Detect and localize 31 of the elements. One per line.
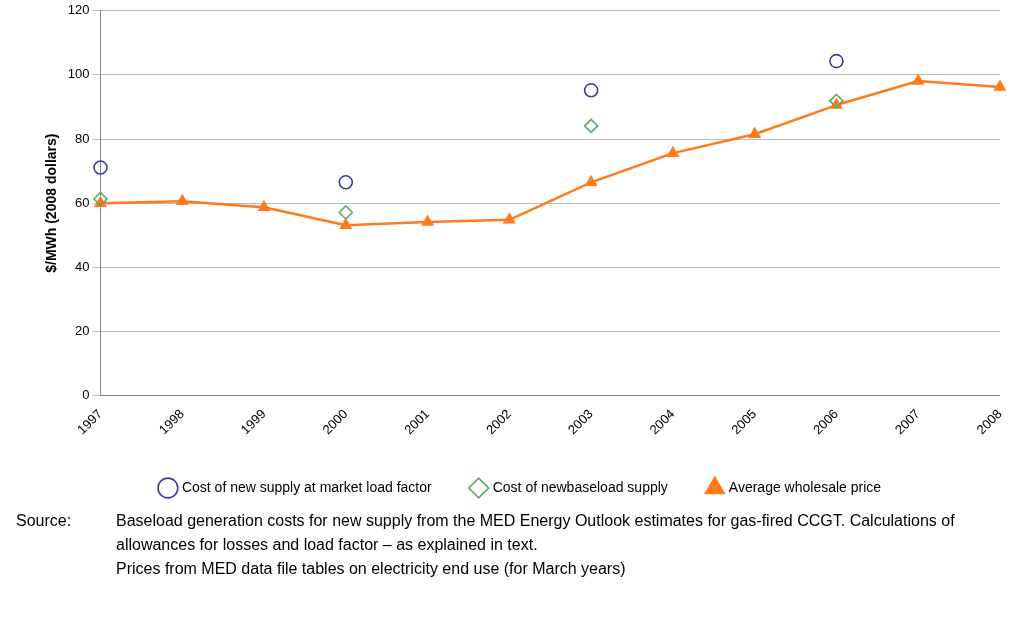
y-tick-label: 100 (67, 66, 90, 82)
point (258, 201, 270, 212)
y-tick-label: 20 (75, 322, 90, 338)
point (994, 80, 1006, 91)
point (503, 213, 515, 224)
legend-label: Average wholesale price (728, 478, 882, 495)
point (93, 160, 108, 175)
y-tick-label: 120 (67, 2, 90, 18)
point (340, 219, 352, 230)
point (421, 215, 434, 226)
y-axis-title: $/MWh (2008 dollars) (43, 133, 60, 273)
text: Prices from MED data file tables on electricity end use (for March years) (116, 559, 627, 579)
point (338, 205, 354, 220)
point (829, 53, 844, 69)
point (583, 83, 599, 98)
point (583, 118, 599, 134)
point (829, 93, 844, 109)
point (338, 175, 354, 190)
point (667, 146, 679, 157)
y-tick-label: 60 (75, 194, 90, 210)
point (749, 127, 761, 138)
text: Baseload generation costs for new supply from the MED Energy Outlook estimates for gas-fired CCGT. Calculations of allowances for losses and load factor – as explained in text. (116, 511, 956, 555)
point (176, 194, 188, 205)
y-tick-label: 0 (82, 387, 90, 403)
point (93, 191, 108, 207)
point (912, 74, 924, 85)
y-tick-label: 80 (75, 130, 90, 146)
legend-label: Cost of new supply at market load factor (181, 478, 433, 495)
source-note: Source: (16, 511, 73, 531)
legend-label: Cost of newbaseload supply (492, 478, 668, 495)
y-tick-label: 40 (75, 258, 90, 274)
